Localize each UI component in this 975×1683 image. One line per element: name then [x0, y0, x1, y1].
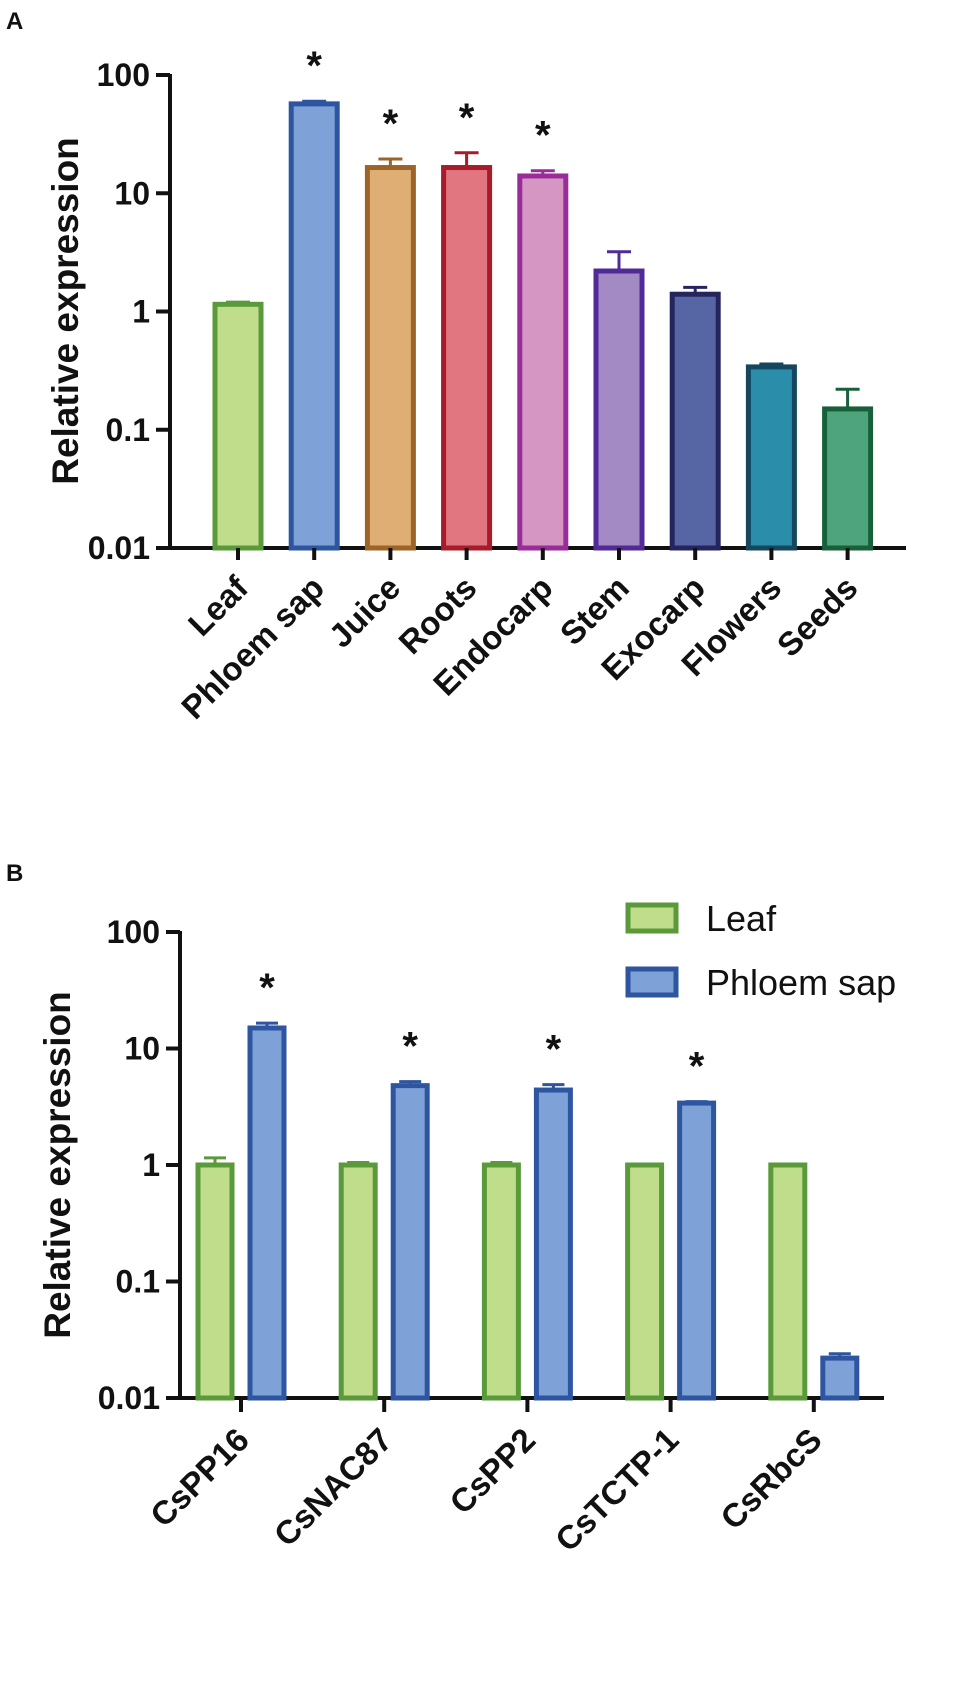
significance-star-a: *: [383, 102, 399, 146]
bar-a-flowers: [745, 364, 797, 551]
significance-star-b: *: [546, 1028, 562, 1072]
y-tick-label-b: 100: [107, 914, 160, 950]
bar-b-csnac87-phloem-sap: [390, 1083, 430, 1401]
legend-swatch-leaf: [625, 902, 679, 934]
significance-star-b: *: [402, 1025, 418, 1069]
bar-b-cspp16-leaf: [195, 1162, 235, 1401]
x-tick-label-b: CsNAC87: [267, 1421, 400, 1554]
y-tick-label-b: 0.1: [116, 1264, 160, 1300]
legend-label-leaf: Leaf: [706, 898, 777, 939]
x-tick-label-a: Seeds: [770, 569, 865, 664]
y-tick-label-b: 10: [124, 1031, 160, 1067]
bar-a-exocarp: [669, 291, 721, 551]
bar-b-cspp2-phloem-sap: [533, 1087, 573, 1401]
bar-b-csnac87-leaf: [338, 1162, 378, 1401]
significance-star-b: *: [689, 1045, 705, 1089]
y-axis-title-a: Relative expression: [45, 137, 86, 485]
significance-star-a: *: [535, 114, 551, 158]
bar-b-cspp2-leaf: [481, 1162, 521, 1401]
y-tick-label-a: 1: [132, 294, 150, 330]
significance-star-b: *: [259, 966, 275, 1010]
bar-a-phloem-sap: [288, 101, 340, 551]
bar-b-cstctp-1-leaf: [625, 1162, 665, 1401]
x-tick-label-a: Juice: [322, 569, 408, 655]
y-tick-label-a: 0.01: [88, 530, 150, 566]
bar-a-seeds: [822, 406, 874, 551]
y-axis-title-b: Relative expression: [37, 991, 78, 1339]
bar-a-leaf: [212, 301, 264, 551]
significance-star-a: *: [306, 44, 322, 88]
bar-a-stem: [593, 268, 645, 551]
bar-a-roots: [441, 165, 493, 551]
bar-b-cspp16-phloem-sap: [247, 1025, 287, 1401]
significance-star-a: *: [459, 96, 475, 140]
bar-b-cstctp-1-phloem-sap: [677, 1100, 717, 1401]
y-tick-label-a: 10: [114, 175, 150, 211]
x-tick-label-b: CsPP16: [143, 1421, 256, 1534]
bar-a-juice: [364, 165, 416, 551]
y-tick-label-a: 100: [97, 57, 150, 93]
panel-a-label: A: [6, 8, 24, 35]
x-tick-label-a: Phloem sap: [174, 569, 331, 726]
x-tick-label-b: CsRbcS: [713, 1421, 829, 1537]
legend-swatch-phloem-sap: [625, 966, 679, 998]
y-tick-label-b: 0.01: [98, 1380, 160, 1416]
bar-b-csrbcs-leaf: [768, 1162, 808, 1401]
bar-b-csrbcs-phloem-sap: [820, 1355, 860, 1401]
legend-label-phloem-sap: Phloem sap: [706, 962, 896, 1003]
y-tick-label-a: 0.1: [106, 412, 150, 448]
bar-a-endocarp: [517, 173, 569, 551]
x-tick-label-b: CsPP2: [442, 1421, 542, 1521]
x-tick-label-b: CsTCTP-1: [548, 1421, 686, 1559]
panel-b-label: B: [6, 860, 24, 887]
y-tick-label-b: 1: [142, 1147, 160, 1183]
